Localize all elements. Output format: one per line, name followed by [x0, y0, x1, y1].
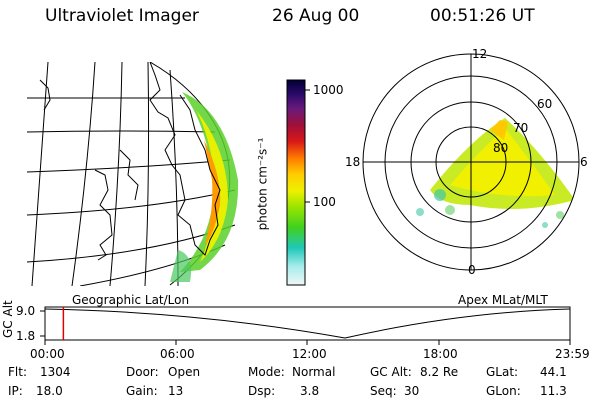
seq-label: Seq: — [370, 384, 397, 398]
dsp-label: Dsp: — [248, 384, 276, 398]
glat-value: 44.1 — [540, 365, 567, 379]
date-label: 26 Aug 00 — [272, 6, 360, 26]
mlt-label-18: 18 — [345, 155, 361, 169]
mode-label: Mode: — [248, 365, 285, 379]
x-tick-2359: 23:59 — [555, 347, 590, 361]
polar-plot-label: Apex MLat/MLT — [458, 293, 548, 307]
x-tick-0600: 06:00 — [160, 347, 195, 361]
lat-label-70: 70 — [513, 121, 529, 135]
glon-value: 11.3 — [540, 384, 567, 398]
x-tick-1200: 12:00 — [292, 347, 327, 361]
time-label: 00:51:26 UT — [430, 6, 535, 26]
y-tick-9: 9.0 — [16, 304, 36, 318]
glat-label: GLat: — [486, 365, 519, 379]
gcalt-label: GC Alt: — [370, 365, 412, 379]
ip-label: IP: — [8, 384, 23, 398]
glon-label: GLon: — [486, 384, 521, 398]
colorbar-tick-1000: 1000 — [313, 83, 344, 97]
ip-value: 18.0 — [36, 384, 63, 398]
mode-value: Normal — [292, 365, 336, 379]
door-value: Open — [168, 365, 201, 379]
lat-label-80: 80 — [493, 141, 509, 155]
y-tick-1-8: 1.8 — [16, 329, 36, 343]
timeline-axis-label: GC Alt — [1, 300, 15, 338]
gain-value: 13 — [168, 384, 184, 398]
geo-map-label: Geographic Lat/Lon — [72, 293, 190, 307]
gcalt-value: 8.2 Re — [420, 365, 459, 379]
x-tick-1800: 18:00 — [423, 347, 458, 361]
colorbar-tick-100: 100 — [313, 195, 336, 209]
mlt-label-12: 12 — [472, 47, 488, 61]
seq-value: 30 — [404, 384, 420, 398]
lat-label-60: 60 — [537, 97, 553, 111]
flt-value: 1304 — [40, 365, 71, 379]
door-label: Door: — [126, 365, 159, 379]
mlt-label-6: 6 — [580, 155, 588, 169]
dsp-value: 3.8 — [300, 384, 320, 398]
mlt-label-0: 0 — [468, 263, 476, 277]
flt-label: Flt: — [8, 365, 27, 379]
gain-label: Gain: — [126, 384, 158, 398]
x-tick-0000: 00:00 — [30, 347, 65, 361]
instrument-title: Ultraviolet Imager — [45, 6, 199, 26]
